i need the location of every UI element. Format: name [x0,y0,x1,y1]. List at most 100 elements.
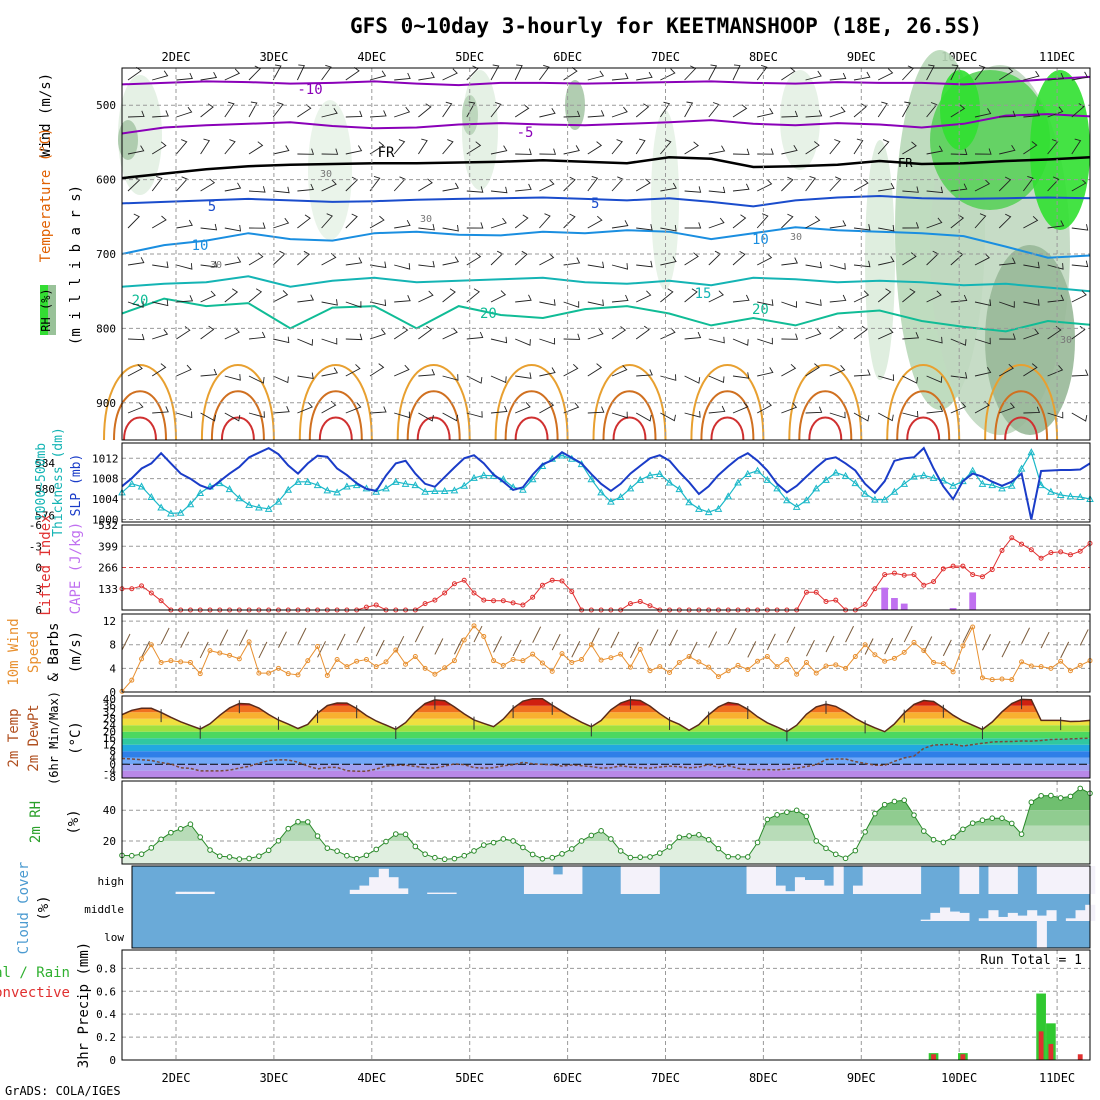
wind-barb [345,213,358,229]
cloud-cover-cell [891,866,902,894]
wind-barb [200,138,211,155]
cloud-cover-cell [446,892,457,894]
cloud-cover-cell [436,892,447,894]
wind-speed-marker [667,670,673,675]
wind-barb [926,145,944,155]
meteogram-panels: 2DEC 2DEC 3DEC 3DEC 4DEC 4DEC 5DEC 5DEC 6DEC 6DEC… [0,50,1096,1085]
y-tick-label: -3 [29,540,42,553]
y-axis-label-temperature: Temperature (°C) [38,128,54,263]
wind-speed-marker [696,659,702,665]
thickness-marker [137,482,146,490]
wind-speed-marker [931,659,937,665]
lifted-index-marker [989,567,995,573]
cape-bar [891,598,898,610]
wind-barb [418,138,428,155]
wind-barb [998,176,1012,192]
wind-barb [825,635,835,653]
wind-speed-marker [657,664,663,670]
wind-barb [369,141,385,155]
wind-barb [829,365,846,377]
wind-barb [756,179,773,192]
rh-marker [911,812,917,818]
wind-speed-marker [579,657,585,662]
wind-barb [1071,325,1086,340]
rh-marker [539,855,546,862]
wind-speed-marker [481,633,487,639]
lifted-index-marker [637,599,643,604]
rh-marker [451,855,458,862]
cloud-cover-cell [1036,921,1047,948]
warm-contour [298,364,373,441]
wind-speed-marker [246,639,252,645]
warm-contour [906,416,941,441]
precip-convective-bar [1077,1054,1083,1060]
rh-marker [236,856,243,862]
wind-barb [394,106,411,118]
rh-marker [226,854,233,860]
wind-barb [926,336,943,344]
wind-barb [708,217,725,229]
thickness-marker [685,498,693,506]
thickness-marker [127,479,136,487]
wind-barb [442,139,454,155]
wind-speed-marker [168,658,174,664]
wind-barb [442,256,460,266]
day-label-bottom: 4DEC [357,1071,386,1085]
precip-convective-bar [1048,1043,1054,1060]
wind-barb [708,64,718,81]
lifted-index-marker [940,566,946,572]
lifted-index-marker [823,599,829,604]
wind-barb [127,257,145,266]
y-tick-label: low [104,931,124,944]
cloud-cover-cell [543,866,554,894]
wind-barb [747,641,757,658]
wind-barb [732,372,750,379]
wind-speed-marker [637,646,643,652]
wind-barb [611,411,628,419]
wind-barb [1047,72,1065,81]
wind-speed-marker [676,659,682,665]
wind-barb [442,68,458,81]
wind-barb [708,336,725,344]
rh-marker [285,825,292,832]
wind-barb [224,288,239,303]
cloud-cover-cell [804,880,815,894]
wind-barb [224,101,235,118]
thickness-marker [910,472,918,480]
wind-barb [151,215,167,229]
y-tick-label: -4 [103,765,117,778]
wind-speed-marker [1038,664,1044,670]
thickness-marker [313,481,322,489]
thickness-marker [528,475,537,483]
panel-frame [121,442,1091,523]
cloud-cover-cell [204,891,215,894]
wind-barb [805,639,815,657]
wind-barb [571,640,581,658]
lifted-index-marker [129,586,135,592]
lifted-index-marker [1028,547,1034,553]
y-tick-label: 584 [35,457,55,470]
wind-speed-marker [989,677,995,683]
wind-barb [1023,363,1038,377]
wind-barb [490,290,507,303]
cloud-cover-cell [1007,912,1018,921]
wind-barb [756,213,769,229]
lifted-index-marker [627,601,633,607]
wind-barb [539,253,555,266]
wind-barb [515,402,531,414]
wind-speed-marker [803,659,809,665]
thickness-marker [450,486,459,494]
wind-barb [1047,220,1065,229]
rh-marker [872,810,878,817]
temperature-contour-label: 5 [208,199,216,215]
wind-speed-marker [940,661,946,667]
wind-barb [434,638,444,655]
wind-barb [418,290,434,303]
wind-speed-marker [207,648,213,654]
wind-barb [877,139,890,155]
rh-marker [920,828,927,834]
lifted-index-marker [931,579,937,585]
wind-barb [200,412,217,422]
y-tick-label: 1008 [92,473,119,486]
wind-barb [490,145,508,155]
